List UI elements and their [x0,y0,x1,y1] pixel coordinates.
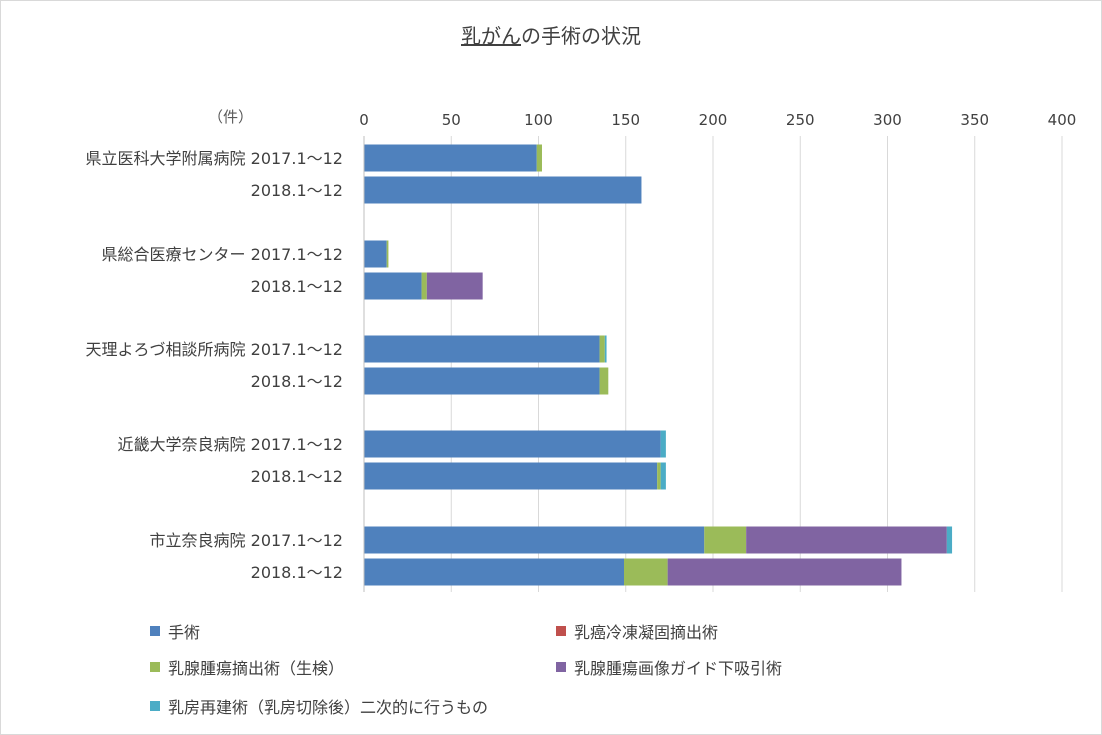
bar-segment [657,462,661,490]
bar-segment [599,335,605,363]
bar-segment [426,272,483,300]
group-name: 近畿大学奈良病院 [118,435,251,454]
bar-segment [536,144,542,172]
bar-segment [667,558,902,586]
bar-segment [364,462,658,490]
bar-segment [599,367,609,395]
period-label: 2017.1～12 [251,340,343,359]
legend-label: 乳腺腫瘍摘出術（生検） [168,659,345,678]
bar-segment [364,526,705,554]
bar-segment [946,526,953,554]
group-name: 天理よろづ相談所病院 [86,340,251,359]
legend-swatch [150,626,160,636]
x-tick-label: 0 [359,111,369,129]
group-name: 市立奈良病院 [150,531,251,550]
bar-segment [364,430,661,458]
legend-label: 乳房再建術（乳房切除後）二次的に行うもの [168,698,489,717]
bar-segment [364,176,642,204]
category-label: 近畿大学奈良病院 2017.1～12 [118,435,343,454]
category-label: 2018.1～12 [251,563,343,582]
bar-segment [386,240,389,268]
x-tick-label: 250 [786,111,815,129]
period-label: 2018.1～12 [251,181,343,200]
unit-label: （件） [208,108,254,126]
bar-segment [364,367,600,395]
period-label: 2018.1～12 [251,563,343,582]
period-label: 2018.1～12 [251,467,343,486]
legend-label: 乳癌冷凍凝固摘出術 [574,623,719,642]
legend-label: 手術 [168,623,201,642]
legend-item: 乳癌冷凍凝固摘出術 [556,619,718,643]
bar-segment [704,526,747,554]
legend-swatch [150,701,160,711]
x-tick-label: 100 [524,111,553,129]
bar-segment [364,558,625,586]
bar-segment [624,558,668,586]
bar-segment [364,272,422,300]
period-label: 2017.1～12 [251,245,343,264]
category-label: 2018.1～12 [251,181,343,200]
x-tick-label: 150 [611,111,640,129]
legend-swatch [150,662,160,672]
legend-item: 手術 [150,619,200,643]
chart-title-rest: の手術の状況 [521,24,641,48]
group-name: 県総合医療センター [102,245,251,264]
x-tick-label: 300 [873,111,902,129]
legend-item: 乳房再建術（乳房切除後）二次的に行うもの [150,694,488,718]
x-tick-label: 400 [1048,111,1077,129]
period-label: 2017.1～12 [251,149,343,168]
x-tick-label: 350 [960,111,989,129]
category-label: 2018.1～12 [251,372,343,391]
legend-label: 乳腺腫瘍画像ガイド下吸引術 [574,659,783,678]
period-label: 2017.1～12 [251,531,343,550]
bar-segment [364,335,600,363]
bar-segment [364,144,537,172]
legend-item: 乳腺腫瘍画像ガイド下吸引術 [556,655,782,679]
legend-swatch [556,662,566,672]
category-label: 天理よろづ相談所病院 2017.1～12 [86,340,343,359]
legend-swatch [556,626,566,636]
bar-segment [660,430,666,458]
category-label: 県立医科大学附属病院 2017.1～12 [86,149,343,168]
period-label: 2018.1～12 [251,277,343,296]
chart-title: 乳がんの手術の状況 [0,20,1102,49]
legend-item: 乳腺腫瘍摘出術（生検） [150,655,344,679]
category-label: 2018.1～12 [251,277,343,296]
bar-segment [746,526,947,554]
bar-segment [364,240,387,268]
x-tick-label: 50 [442,111,461,129]
group-name: 県立医科大学附属病院 [86,149,251,168]
bar-segment [604,335,607,363]
category-label: 2018.1～12 [251,467,343,486]
chart-title-underlined: 乳がん [461,24,521,48]
x-tick-label: 200 [699,111,728,129]
bar-segment [421,272,427,300]
bar-segment [660,462,666,490]
category-label: 市立奈良病院 2017.1～12 [150,531,343,550]
category-label: 県総合医療センター 2017.1～12 [102,245,343,264]
period-label: 2017.1～12 [251,435,343,454]
period-label: 2018.1～12 [251,372,343,391]
